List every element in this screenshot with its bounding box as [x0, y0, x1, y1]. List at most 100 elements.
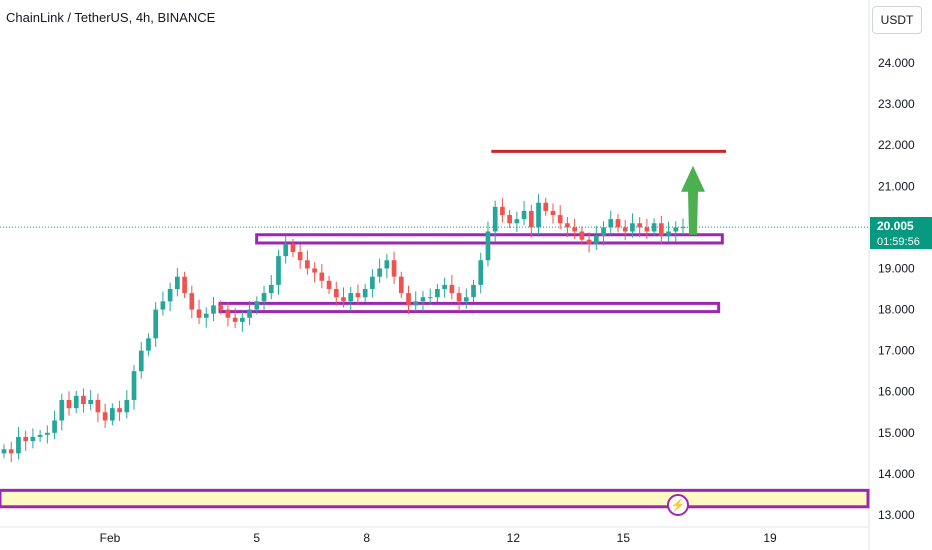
candle-body: [305, 260, 310, 269]
y-tick-label: 18.000: [878, 303, 915, 317]
candle-body: [637, 223, 643, 228]
candle-body: [23, 436, 29, 442]
candle-body: [254, 301, 260, 310]
lightning-icon[interactable]: ⚡: [667, 494, 689, 516]
y-tick-label: 22.000: [878, 138, 915, 152]
candle-body: [557, 215, 563, 224]
candle-body: [348, 293, 354, 302]
y-tick-label: 24.000: [878, 56, 915, 70]
candle-body: [355, 293, 361, 298]
x-tick-label: 5: [253, 531, 260, 545]
candle-body: [44, 432, 50, 435]
candle-body: [521, 210, 527, 220]
candle-body: [88, 399, 94, 405]
candle-body: [37, 434, 43, 437]
candle-body: [283, 243, 289, 257]
candle-body: [333, 289, 339, 298]
candle-body: [160, 301, 166, 310]
y-tick-label: 17.000: [878, 344, 915, 358]
candle-body: [492, 206, 498, 232]
symbol-title[interactable]: ChainLink / TetherUS, 4h, BINANCE: [6, 10, 216, 25]
candle-body: [644, 227, 650, 232]
candle-body: [319, 272, 325, 281]
candle-body: [485, 231, 491, 261]
candle-body: [117, 408, 122, 413]
candle-body: [478, 260, 484, 285]
candle-body: [167, 289, 173, 302]
y-tick-label: 21.000: [878, 179, 915, 193]
candle-body: [276, 256, 281, 285]
candle-body: [463, 297, 469, 302]
candle-body: [102, 412, 108, 421]
candle-body: [196, 309, 202, 318]
candle-body: [110, 408, 115, 421]
candle-body: [326, 280, 332, 289]
candle-body: [1, 449, 7, 454]
candle-body: [658, 223, 664, 236]
y-tick-label: 19.000: [878, 261, 915, 275]
x-tick-label: 12: [507, 531, 521, 545]
candle-body: [52, 420, 57, 433]
candle-body: [290, 243, 296, 253]
candle-body: [146, 338, 151, 351]
candle-body: [240, 317, 245, 322]
candle-body: [456, 293, 462, 302]
candle-body: [449, 284, 455, 294]
candle-body: [543, 202, 549, 211]
candle-body: [218, 305, 224, 310]
candle-body: [666, 231, 671, 236]
candle-body: [536, 202, 541, 228]
candle-body: [528, 210, 534, 228]
candle-body: [507, 215, 512, 224]
candle-body: [579, 231, 585, 240]
candle-body: [362, 289, 368, 298]
candle-body: [225, 309, 231, 318]
candle-body: [268, 284, 274, 294]
candle-body: [391, 260, 397, 277]
candle-body: [406, 293, 411, 306]
arrow-up-icon: [681, 165, 705, 235]
candle-body: [608, 219, 614, 228]
candle-body: [384, 260, 390, 269]
x-tick-label: 15: [617, 531, 631, 545]
candle-body: [601, 227, 606, 236]
candle-body: [471, 284, 476, 298]
candle-body: [420, 297, 426, 302]
candle-body: [203, 313, 209, 318]
x-tick-label: Feb: [100, 531, 121, 545]
candle-body: [73, 395, 79, 409]
support-zone: [218, 301, 721, 314]
candle-body: [131, 371, 137, 400]
candle-body: [680, 227, 686, 229]
candle-body: [427, 297, 433, 299]
candle-body: [189, 293, 195, 310]
candle-body: [435, 289, 440, 298]
candle-body: [261, 293, 267, 302]
candle-body: [138, 350, 144, 372]
candle-body: [593, 235, 599, 244]
candle-body: [124, 399, 130, 413]
candle-body: [514, 219, 520, 224]
y-tick-label: 15.000: [878, 426, 915, 440]
candle-body: [572, 227, 577, 232]
candle-body: [377, 268, 382, 277]
candle-body: [341, 297, 346, 302]
candle-body: [247, 309, 252, 318]
candle-body: [500, 206, 505, 216]
candle-body: [413, 301, 419, 306]
candle-body: [370, 276, 375, 289]
candle-body: [211, 305, 216, 314]
last-price-value: 20.005: [877, 219, 914, 233]
candle-body: [651, 223, 657, 232]
candle-body: [312, 268, 317, 273]
candle-body: [182, 276, 187, 294]
candle-body: [630, 223, 635, 232]
candle-body: [586, 239, 592, 244]
currency-button[interactable]: USDT: [872, 6, 922, 34]
candle-body: [442, 284, 447, 289]
x-tick-label: 8: [363, 531, 370, 545]
candle-body: [175, 276, 180, 289]
y-tick-label: 14.000: [878, 467, 915, 481]
